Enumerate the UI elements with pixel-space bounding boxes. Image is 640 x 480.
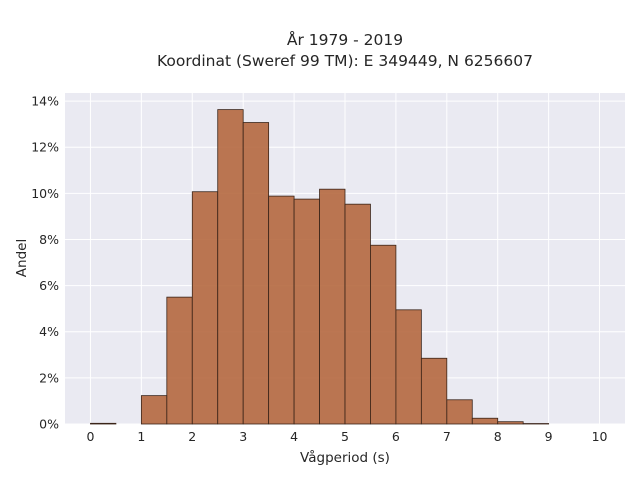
bar-6 <box>242 122 270 425</box>
x-tick-label-10: 10 <box>592 429 608 444</box>
y-tick-label-2: 4% <box>39 324 59 339</box>
y-tick-label-0: 0% <box>39 417 59 432</box>
bar-3 <box>166 296 193 425</box>
y-tick-label-7: 14% <box>31 94 59 109</box>
bar-16 <box>497 421 524 425</box>
bar-7 <box>268 195 295 425</box>
bar-13 <box>420 357 448 425</box>
x-tick-label-1: 1 <box>137 429 145 444</box>
y-axis-ticks: 0% 2% 4% 6% 8% 10% 12% 14% <box>31 94 59 432</box>
bar-8 <box>293 198 320 425</box>
bar-2 <box>140 395 168 425</box>
x-tick-label-4: 4 <box>290 429 298 444</box>
bar-14 <box>446 399 473 425</box>
x-axis-ticks: 0 1 2 3 4 5 6 7 8 9 10 <box>86 429 607 444</box>
x-tick-label-6: 6 <box>392 429 400 444</box>
bar-0 <box>90 422 117 425</box>
bar-9 <box>319 188 346 425</box>
x-tick-label-9: 9 <box>545 429 553 444</box>
x-tick-label-3: 3 <box>239 429 247 444</box>
bar-15 <box>471 417 499 425</box>
chart-title-line2: Koordinat (Sweref 99 TM): E 349449, N 62… <box>157 52 533 70</box>
bar-10 <box>344 203 371 425</box>
bar-4 <box>191 191 219 425</box>
x-tick-label-7: 7 <box>443 429 451 444</box>
chart-title-line1: År 1979 - 2019 <box>287 30 403 49</box>
y-tick-label-1: 2% <box>39 370 59 385</box>
bar-5 <box>217 109 244 425</box>
y-tick-label-3: 6% <box>39 278 59 293</box>
x-tick-label-8: 8 <box>494 429 502 444</box>
y-tick-label-4: 8% <box>39 232 59 247</box>
bar-12 <box>395 309 422 425</box>
y-tick-label-6: 12% <box>31 140 59 155</box>
bar-11 <box>370 244 397 425</box>
y-axis-label: Andel <box>14 239 30 277</box>
x-tick-label-0: 0 <box>86 429 94 444</box>
x-tick-label-2: 2 <box>188 429 196 444</box>
x-tick-label-5: 5 <box>341 429 349 444</box>
x-axis-label: Vågperiod (s) <box>300 449 390 466</box>
bars <box>90 109 550 425</box>
y-tick-label-5: 10% <box>31 186 59 201</box>
